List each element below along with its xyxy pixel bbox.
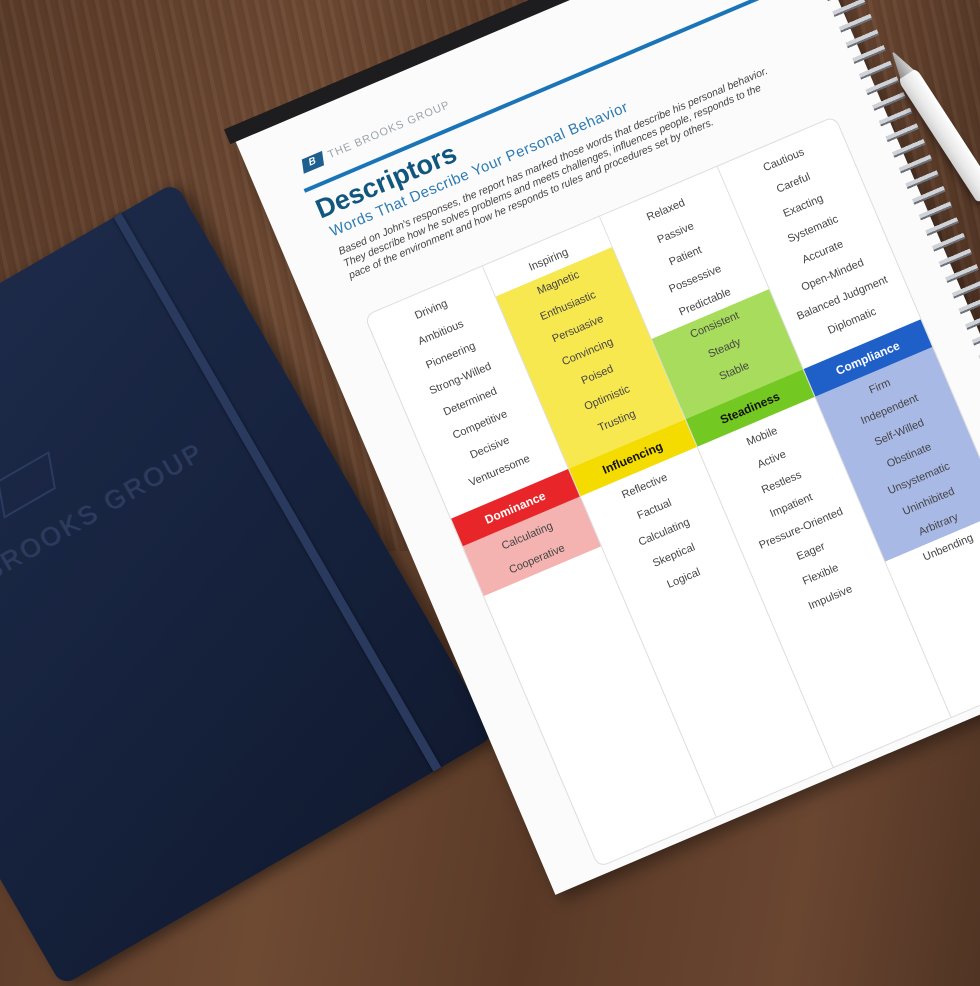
- embossed-logo-mark: [0, 450, 56, 519]
- brand-mark-icon: B: [301, 150, 325, 174]
